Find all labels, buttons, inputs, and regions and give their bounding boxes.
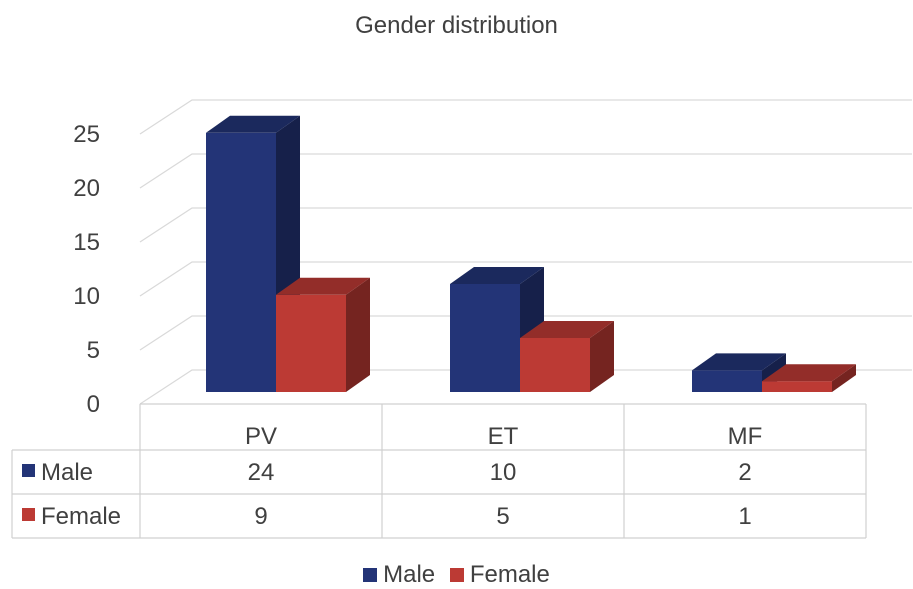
legend-label-female: Female	[469, 561, 550, 588]
chart-title: Gender distribution	[355, 12, 558, 39]
legend: Male Female	[0, 561, 913, 589]
table-row-label-female: Female	[41, 503, 121, 530]
data-table: PV ET MF Male 24 10 2 Female 9 5 1	[11, 404, 867, 539]
table-cell-male-et: 10	[490, 459, 517, 486]
category-label-mf: MF	[728, 423, 763, 450]
gridline-20	[139, 153, 912, 189]
y-axis-labels: 0 5 10 15 20 25	[73, 121, 100, 418]
table-cell-male-pv: 24	[248, 459, 275, 486]
gridline-5	[139, 315, 912, 351]
category-label-et: ET	[488, 423, 519, 450]
legend-swatch-male	[363, 568, 378, 582]
y-tick-label: 25	[73, 121, 100, 148]
y-tick-label: 20	[73, 175, 100, 202]
table-cell-female-pv: 9	[254, 503, 267, 530]
bar-female-mf	[762, 364, 856, 392]
table-row-label-male: Male	[41, 459, 93, 486]
category-label-pv: PV	[245, 423, 277, 450]
legend-swatch-female	[449, 568, 464, 582]
legend-item-male: Male	[363, 561, 435, 589]
table-swatch-female	[22, 508, 35, 521]
bar-male-pv	[206, 115, 300, 393]
legend-label-male: Male	[383, 561, 436, 588]
y-tick-label: 15	[73, 229, 100, 256]
table-cell-male-mf: 2	[738, 459, 751, 486]
gridline-10	[139, 261, 912, 297]
gridline-25	[139, 99, 912, 135]
bar-female-et	[520, 321, 614, 392]
table-swatch-male	[22, 464, 35, 477]
y-tick-label: 5	[87, 337, 100, 364]
y-tick-label: 0	[87, 391, 100, 418]
gridline-15	[139, 207, 912, 243]
bar-female-pv	[276, 277, 370, 392]
table-cell-female-mf: 1	[738, 503, 751, 530]
gridline-0	[139, 369, 912, 405]
bars	[206, 115, 856, 393]
table-cell-female-et: 5	[496, 503, 509, 530]
gridlines	[139, 99, 912, 405]
y-tick-label: 10	[73, 283, 100, 310]
legend-item-female: Female	[449, 561, 550, 589]
